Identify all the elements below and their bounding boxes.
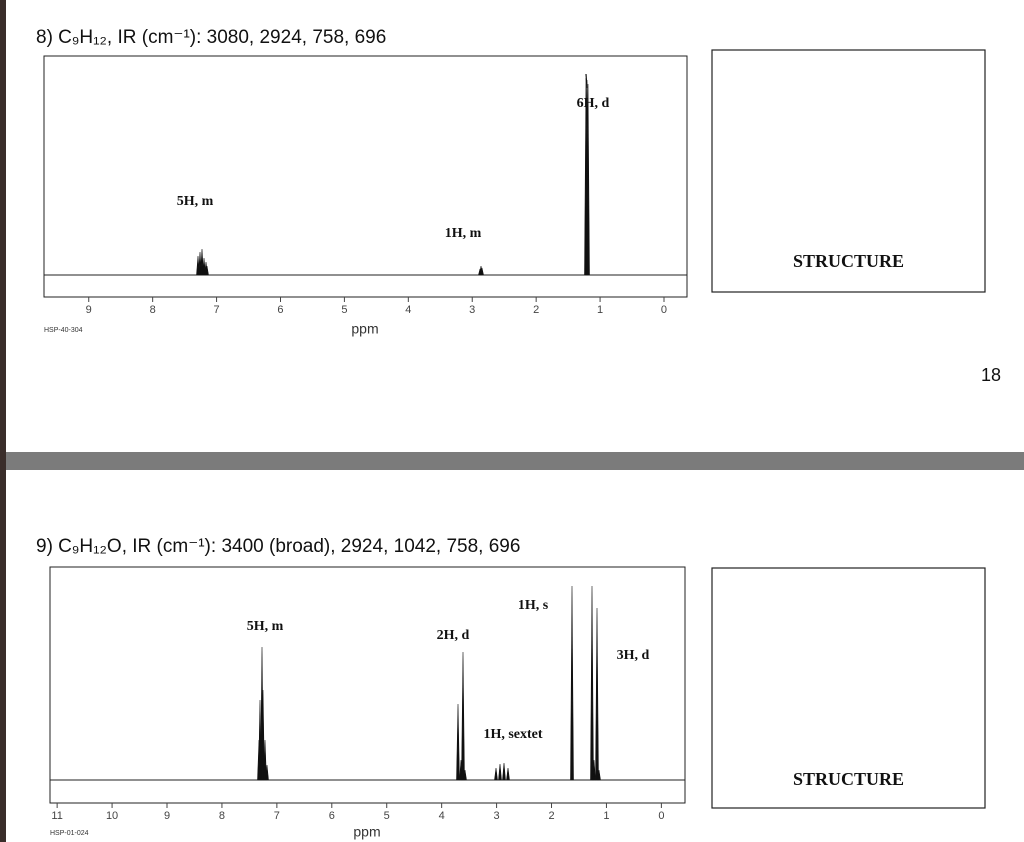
page-separator	[6, 452, 1024, 470]
x-tick-label: 5	[341, 304, 347, 316]
x-tick-label: 4	[439, 810, 445, 822]
x-tick-label: 1	[603, 810, 609, 822]
nmr-peak	[200, 248, 204, 276]
x-tick-label: 5	[384, 810, 390, 822]
peak-label: 2H, d	[437, 628, 470, 643]
nmr-peak	[205, 265, 209, 276]
x-tick-label: 0	[661, 304, 667, 316]
spectrum-frame	[43, 55, 688, 298]
x-tick-label: 1	[597, 304, 603, 316]
nmr-peak	[498, 763, 502, 781]
spectrum-code: HSP-40-304	[44, 327, 83, 334]
nmr-peak	[456, 703, 460, 781]
nmr-peak	[494, 767, 498, 781]
structure-box	[711, 49, 986, 293]
x-tick-label: 3	[469, 304, 475, 316]
peak-label: 1H, s	[518, 598, 549, 613]
peak-label: 1H, m	[445, 226, 482, 241]
x-tick-label: 10	[106, 810, 118, 822]
nmr-peak	[597, 769, 601, 781]
nmr-peak	[586, 83, 590, 276]
nmr-peak	[480, 267, 484, 276]
nmr-peak	[592, 759, 596, 781]
peak-label: 3H, d	[617, 648, 650, 663]
structure-label: STRUCTURE	[793, 251, 904, 271]
nmr-peak	[265, 764, 269, 781]
x-tick-label: 3	[494, 810, 500, 822]
x-tick-label: 9	[86, 304, 92, 316]
structure-box	[711, 567, 986, 809]
nmr-peak	[261, 689, 265, 781]
x-tick-label: 4	[405, 304, 411, 316]
nmr-peak	[590, 585, 594, 781]
x-tick-label: 7	[214, 304, 220, 316]
problem-title: 9) C₉H₁₂O, IR (cm⁻¹): 3400 (broad), 2924…	[36, 536, 520, 557]
nmr-peak	[570, 585, 574, 781]
structure-label: STRUCTURE	[793, 769, 904, 789]
x-tick-label: 6	[329, 810, 335, 822]
x-tick-label: 0	[658, 810, 664, 822]
peak-label: 5H, m	[177, 194, 214, 209]
page-number: 18	[981, 365, 1001, 385]
axis-label: ppm	[351, 321, 378, 337]
x-tick-label: 9	[164, 810, 170, 822]
nmr-peak	[506, 767, 510, 781]
peak-label: 6H, d	[577, 96, 610, 111]
left-edge	[0, 0, 6, 842]
nmr-peak	[461, 651, 465, 781]
peak-label: 1H, sextet	[483, 727, 542, 742]
spectrum-code: HSP-01-024	[50, 830, 89, 837]
peak-label: 5H, m	[247, 619, 284, 634]
nmr-peak	[502, 762, 506, 781]
spectrum-frame	[49, 566, 686, 804]
x-tick-label: 8	[150, 304, 156, 316]
x-tick-label: 6	[277, 304, 283, 316]
x-tick-label: 11	[51, 810, 62, 822]
x-tick-label: 2	[533, 304, 539, 316]
x-tick-label: 7	[274, 810, 280, 822]
nmr-peak	[595, 607, 599, 781]
nmr-peak	[463, 769, 467, 781]
problem-title: 8) C₉H₁₂, IR (cm⁻¹): 3080, 2924, 758, 69…	[36, 27, 386, 48]
nmr-peak-stub	[585, 73, 588, 89]
axis-label: ppm	[353, 824, 380, 840]
x-tick-label: 2	[548, 810, 554, 822]
nmr-peak	[263, 739, 267, 781]
x-tick-label: 8	[219, 810, 225, 822]
